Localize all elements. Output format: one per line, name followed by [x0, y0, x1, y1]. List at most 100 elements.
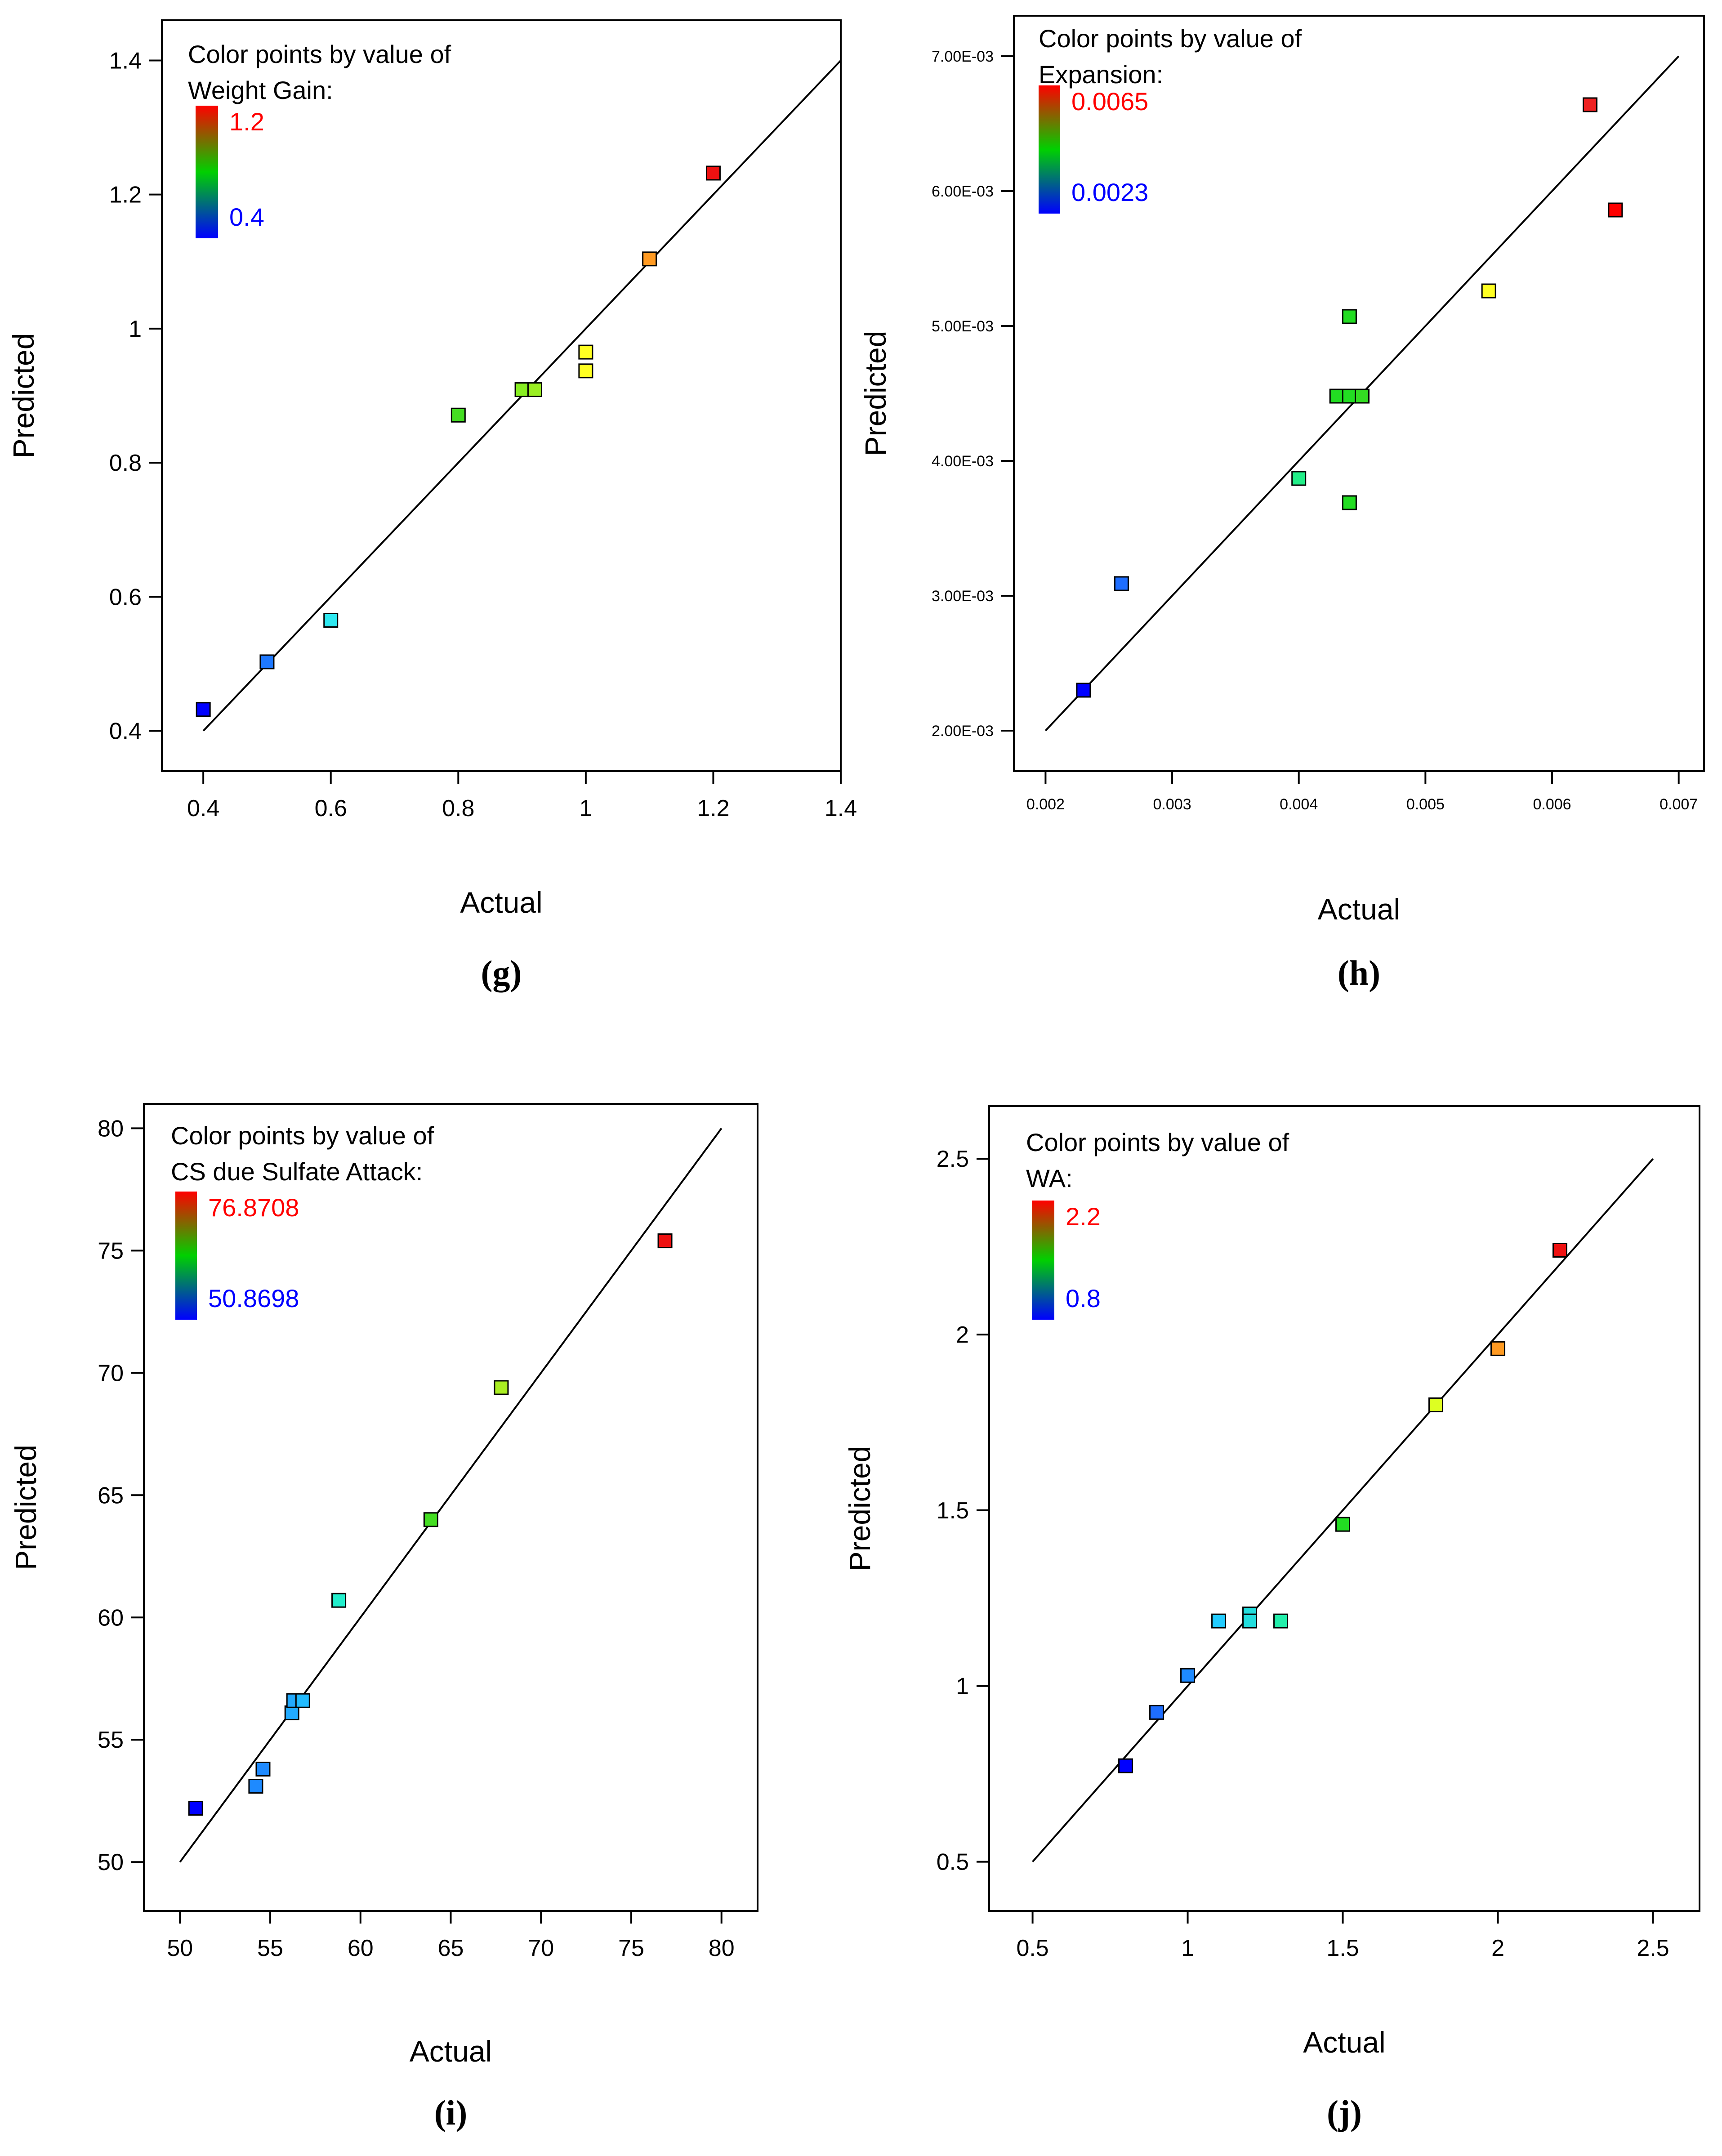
- y-tick-label: 1.4: [109, 48, 142, 74]
- x-tick-label: 60: [348, 1935, 374, 1961]
- y-tick-label: 50: [98, 1849, 124, 1875]
- data-point: [1118, 1758, 1133, 1773]
- data-point: [1291, 471, 1307, 486]
- x-tick-label: 1.2: [697, 795, 729, 821]
- data-point: [1608, 202, 1623, 218]
- legend-high-value: 0.0065: [1071, 87, 1148, 116]
- data-point: [196, 702, 211, 717]
- data-point: [1342, 388, 1357, 404]
- x-tick-label: 1.4: [825, 795, 857, 821]
- data-point: [248, 1779, 263, 1794]
- y-tick-label: 5.00E-03: [932, 318, 994, 335]
- y-tick-label: 4.00E-03: [932, 453, 994, 470]
- data-point: [642, 251, 657, 267]
- data-point: [323, 613, 339, 628]
- y-tick-label: 1: [129, 316, 142, 342]
- data-point: [1355, 388, 1370, 404]
- legend-low-value: 50.8698: [208, 1284, 299, 1312]
- diagonal-fit-line: [179, 1128, 723, 1863]
- legend-low-value: 0.0023: [1071, 178, 1148, 206]
- legend-title: Color points by value of: [1039, 24, 1302, 53]
- y-tick-label: 1.5: [937, 1498, 969, 1524]
- panel-caption: (h): [1338, 953, 1380, 992]
- x-axis-label: Actual: [460, 886, 542, 919]
- data-point: [1149, 1705, 1164, 1720]
- data-point: [1342, 309, 1357, 324]
- y-tick-label: 0.4: [109, 719, 142, 745]
- panel-i: 50 55 60 65 70 75 80 50 55 60 65 70 75 80 Color points…: [9, 1103, 758, 2132]
- legend-low-value: 0.8: [1066, 1284, 1101, 1312]
- y-axis-label: Predicted: [859, 331, 892, 456]
- panel-j: 0.5 1 1.5 2 2.5 0.5 1 1.5 2 2.5 Color points by va…: [843, 1105, 1700, 2132]
- x-tick-label: 0.5: [1016, 1935, 1048, 1961]
- x-axis-label: Actual: [410, 2035, 492, 2068]
- x-tick-label: 75: [618, 1935, 644, 1961]
- legend-color-bar: [196, 106, 218, 238]
- legend-high-value: 76.8708: [208, 1193, 299, 1222]
- diagonal-fit-line: [1032, 1158, 1654, 1862]
- data-point: [1335, 1517, 1351, 1532]
- panel-caption: (i): [434, 2093, 468, 2132]
- legend-title: Color points by value of: [1026, 1128, 1289, 1156]
- legend-high-value: 1.2: [229, 107, 264, 136]
- data-point: [1273, 1613, 1289, 1629]
- legend-variable: Expansion:: [1039, 60, 1163, 89]
- x-tick-label: 1: [1181, 1935, 1194, 1961]
- y-tick-label: 2.5: [937, 1146, 969, 1172]
- data-point: [514, 382, 530, 397]
- data-point: [1481, 283, 1496, 299]
- x-tick-label: 0.002: [1026, 796, 1065, 813]
- x-tick-label: 2.5: [1637, 1935, 1669, 1961]
- data-point: [1211, 1613, 1227, 1629]
- x-tick-label: 0.003: [1153, 796, 1191, 813]
- x-axis-label: Actual: [1303, 2026, 1385, 2059]
- data-point: [657, 1233, 673, 1249]
- plot-frame: [143, 1103, 758, 1912]
- x-tick-label: 0.006: [1533, 796, 1571, 813]
- y-tick-label: 3.00E-03: [932, 588, 994, 605]
- data-point: [578, 363, 593, 379]
- y-tick-label: 6.00E-03: [932, 183, 994, 200]
- plot-frame: [161, 19, 842, 772]
- x-tick-label: 0.004: [1280, 796, 1318, 813]
- x-tick-label: 0.007: [1660, 796, 1698, 813]
- y-tick-label: 75: [98, 1238, 124, 1264]
- x-tick-label: 70: [528, 1935, 554, 1961]
- x-tick-label: 0.8: [442, 795, 474, 821]
- data-point: [578, 344, 593, 360]
- data-point: [451, 407, 466, 423]
- x-tick-label: 80: [709, 1935, 735, 1961]
- data-point: [1490, 1341, 1506, 1356]
- x-tick-label: 0.005: [1406, 796, 1445, 813]
- data-point: [1076, 683, 1091, 698]
- data-point: [423, 1512, 438, 1527]
- y-tick-label: 1.2: [109, 182, 142, 208]
- legend-low-value: 0.4: [229, 203, 264, 231]
- y-tick-label: 0.5: [937, 1849, 969, 1875]
- data-point: [494, 1380, 509, 1395]
- panel-h: 0.002 0.003 0.004 0.005 0.006 0.007 2.00E-03 3.…: [859, 15, 1705, 992]
- y-tick-label: 2: [956, 1322, 969, 1348]
- legend-title: Color points by value of: [171, 1121, 434, 1150]
- data-point: [1180, 1668, 1196, 1683]
- x-tick-label: 2: [1491, 1935, 1504, 1961]
- y-tick-label: 1: [956, 1674, 969, 1700]
- y-tick-label: 0.6: [109, 584, 142, 610]
- data-point: [259, 654, 275, 670]
- data-point: [1329, 388, 1344, 404]
- panel-g: 0.4 0.6 0.8 1 1.2 1.4 0.4 0.6 0.8 1 1.2 1.4 Color po…: [7, 19, 857, 992]
- legend-color-bar: [175, 1192, 197, 1320]
- x-tick-label: 1: [579, 795, 592, 821]
- x-tick-label: 65: [438, 1935, 464, 1961]
- panel-caption: (g): [481, 953, 522, 992]
- x-tick-label: 1.5: [1326, 1935, 1359, 1961]
- y-tick-label: 7.00E-03: [932, 48, 994, 65]
- y-axis-label: Predicted: [843, 1446, 876, 1571]
- y-axis-label: Predicted: [9, 1445, 42, 1570]
- legend-title: Color points by value of: [188, 40, 451, 68]
- data-point: [295, 1693, 310, 1708]
- y-tick-label: 65: [98, 1482, 124, 1509]
- data-point: [705, 165, 721, 181]
- panel-caption: (j): [1327, 2093, 1362, 2132]
